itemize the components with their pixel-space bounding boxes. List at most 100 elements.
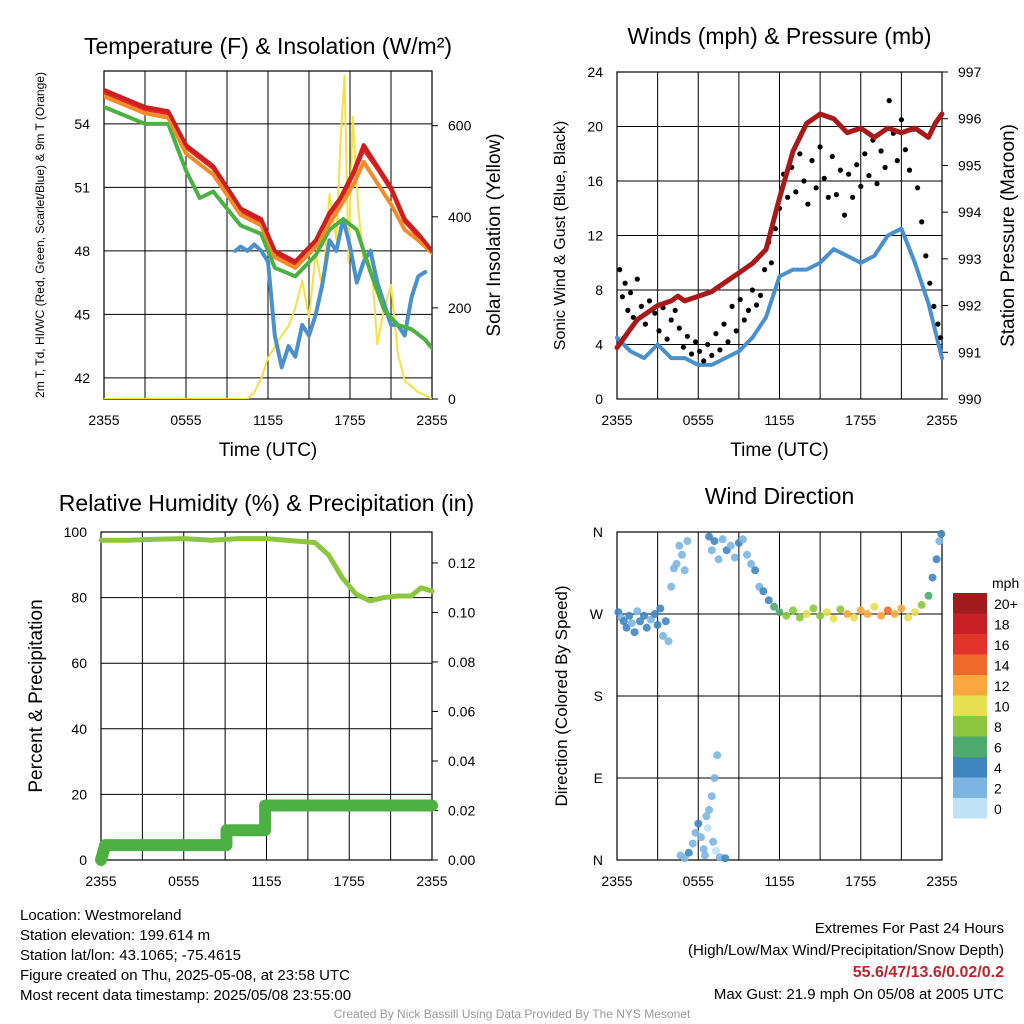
series-line-green [104,105,432,351]
x-tick-label: 1155 [253,412,283,428]
y2-tick-label: 0.10 [448,604,475,620]
direction-point [816,611,825,620]
legend-label: 4 [994,760,1002,776]
x-tick-label: 2355 [926,873,957,889]
gust-point [894,158,900,164]
gust-point [833,192,840,198]
direction-point [738,535,747,544]
direction-point [688,839,697,848]
gust-point [741,317,747,323]
y-tick-label: E [594,770,603,786]
direction-point [650,610,659,618]
y-tick-label: 45 [74,306,90,322]
gust-point [729,303,735,309]
gust-point [837,167,844,173]
y-tick-label: 100 [64,524,88,540]
gust-point [858,183,864,189]
gust-point [672,307,678,313]
x-tick-label: 2355 [601,873,632,889]
gust-point [737,296,743,303]
chart-title: Relative Humidity (%) & Precipitation (i… [59,490,474,516]
y-tick-label: 4 [595,337,603,353]
y-tick-label: W [590,606,604,622]
gust-point [906,167,913,173]
x-tick-label: 1755 [845,412,876,428]
location-text: Location: Westmoreland [20,907,182,924]
gust-point [768,260,775,266]
series-line-red [104,88,432,264]
direction-point [683,537,692,546]
y2-tick-label: 993 [958,251,982,267]
gust-point [692,339,699,345]
y2-tick-label: 400 [448,209,472,225]
y-tick-label: 51 [74,179,90,195]
direction-point [743,550,751,559]
direction-point [870,602,879,611]
gust-point [705,341,711,348]
gust-point [866,173,872,179]
direction-point [751,566,760,575]
legend-swatch [953,736,987,757]
direction-point [802,610,811,618]
gust-point [701,358,707,364]
gust-point [825,194,831,200]
direction-point [836,605,845,614]
wind-direction-chart: 2355 0555 1155 1755 2355 N E S W N Wind Direction D… [552,483,1019,889]
direction-point [703,824,712,833]
legend-swatch [953,613,987,634]
direction-point [856,606,865,615]
direction-point [850,613,858,622]
direction-point [764,596,773,605]
gust-point [931,303,937,309]
direction-point [680,566,689,575]
y-tick-label: 60 [71,655,87,671]
legend-swatch [953,695,987,716]
x-tick-label: 1755 [334,412,365,428]
legend-swatch [953,593,987,614]
y-tick-label: N [593,852,603,868]
x-tick-label: 0555 [683,873,714,889]
direction-point [705,805,714,814]
direction-point [890,610,899,618]
x-axis-label: Time (UTC) [219,440,318,461]
direction-point [877,611,886,620]
gust-point [841,212,848,218]
gust-point [638,303,645,309]
direction-point [659,631,667,640]
direction-point [664,637,673,646]
x-tick-label: 0555 [170,412,201,428]
direction-point [710,774,719,782]
y-tick-label: 80 [71,590,87,606]
direction-point [630,628,639,637]
gust-point [680,344,687,350]
gust-point [919,219,925,225]
y-tick-label: 42 [74,370,90,386]
gust-point [915,185,921,191]
direction-point [678,550,686,559]
direction-point [672,559,681,568]
y-tick-label: 16 [587,173,603,189]
temperature-series [104,74,432,399]
direction-point [789,606,797,615]
gust-point [886,98,892,104]
gust-point [625,307,631,313]
humidity-chart: 2355 0555 1155 1755 2355 0 20 40 60 80 100 0.00 0.02… [26,490,475,889]
direction-point [917,600,926,609]
latlon-text: Station lat/lon: 43.1065; -75.4615 [20,947,242,964]
gust-point [709,352,715,358]
x-tick-label: 2355 [601,412,632,428]
gust-point [676,325,682,331]
x-tick-label: 1755 [334,873,365,889]
gust-point [797,151,803,157]
direction-point [702,812,711,821]
gust-point [793,189,799,195]
y2-tick-label: 996 [958,111,982,127]
legend-label: 10 [994,699,1010,715]
gust-point [846,171,852,177]
y-tick-label: 0 [79,852,87,868]
direction-point [759,587,768,596]
gust-point [850,194,856,200]
extremes-values: 55.6/47/13.6/0.02/0.2 [852,964,1004,981]
gust-point [829,153,835,160]
direction-point [730,553,739,562]
